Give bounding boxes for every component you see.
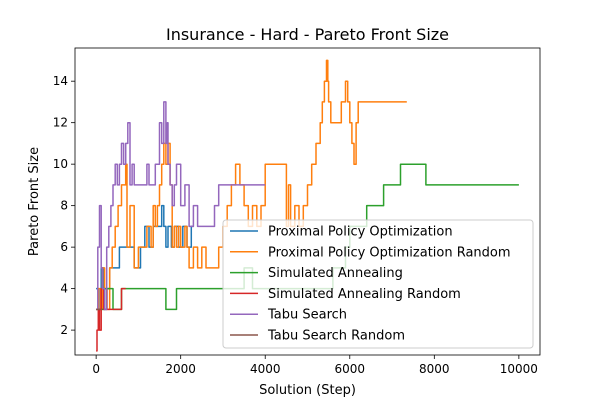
legend-label-5: Tabu Search Random xyxy=(267,329,405,344)
series-line-4 xyxy=(96,101,266,311)
y-axis: 2 4 6 8 10 12 14 xyxy=(53,74,75,337)
legend-label-1: Proximal Policy Optimization Random xyxy=(268,245,511,260)
chart-title: Insurance - Hard - Pareto Front Size xyxy=(166,25,449,44)
y-tick-label-1: 4 xyxy=(60,282,68,296)
x-tick-label-0: 0 xyxy=(92,362,100,376)
x-tick-label-4: 8000 xyxy=(419,362,450,376)
x-tick-label-2: 4000 xyxy=(250,362,281,376)
y-tick-label-3: 8 xyxy=(60,199,68,213)
y-axis-label: Pareto Front Size xyxy=(27,147,42,256)
legend-label-3: Simulated Annealing Random xyxy=(268,287,461,302)
x-tick-label-5: 10000 xyxy=(500,362,538,376)
x-tick-label-3: 6000 xyxy=(334,362,365,376)
legend-label-4: Tabu Search xyxy=(267,308,347,323)
legend-box xyxy=(222,219,534,349)
y-tick-label-4: 10 xyxy=(53,157,68,171)
x-axis-label: Solution (Step) xyxy=(259,383,356,398)
y-tick-label-6: 14 xyxy=(53,74,68,88)
plot-area-frame xyxy=(74,47,541,356)
y-tick-label-0: 2 xyxy=(60,323,68,337)
x-axis: 0 2000 4000 6000 8000 10000 xyxy=(92,355,538,376)
legend-label-0: Proximal Policy Optimization xyxy=(268,225,453,240)
y-tick-label-5: 12 xyxy=(53,116,68,130)
legend: Proximal Policy Optimization Proximal Pol… xyxy=(222,219,534,349)
legend-label-2: Simulated Annealing xyxy=(268,266,403,281)
series-line-1 xyxy=(96,59,407,311)
x-tick-label-1: 2000 xyxy=(165,362,196,376)
y-tick-label-2: 6 xyxy=(60,240,68,254)
